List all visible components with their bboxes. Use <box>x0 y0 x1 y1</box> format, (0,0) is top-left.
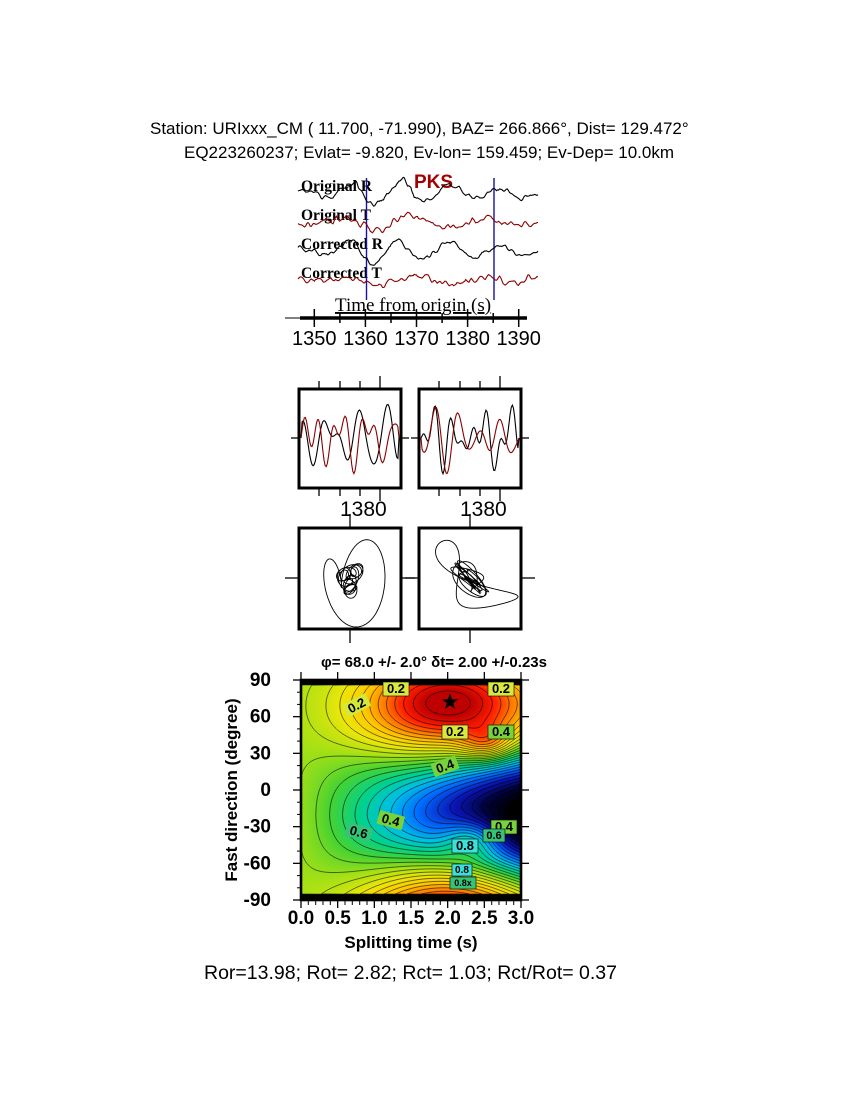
svg-text:1380: 1380 <box>445 328 490 350</box>
svg-text:1350: 1350 <box>292 328 337 350</box>
svg-text:Time from origin (s): Time from origin (s) <box>335 295 491 316</box>
svg-text:1370: 1370 <box>394 328 439 350</box>
svg-text:1390: 1390 <box>496 328 541 350</box>
svg-text:PKS: PKS <box>414 172 453 193</box>
svg-text:1380: 1380 <box>340 498 387 521</box>
svg-text:1380: 1380 <box>460 498 507 521</box>
svg-text:1360: 1360 <box>343 328 388 350</box>
svg-text:Corrected T: Corrected T <box>301 265 382 282</box>
svg-text:Corrected R: Corrected R <box>301 236 384 253</box>
